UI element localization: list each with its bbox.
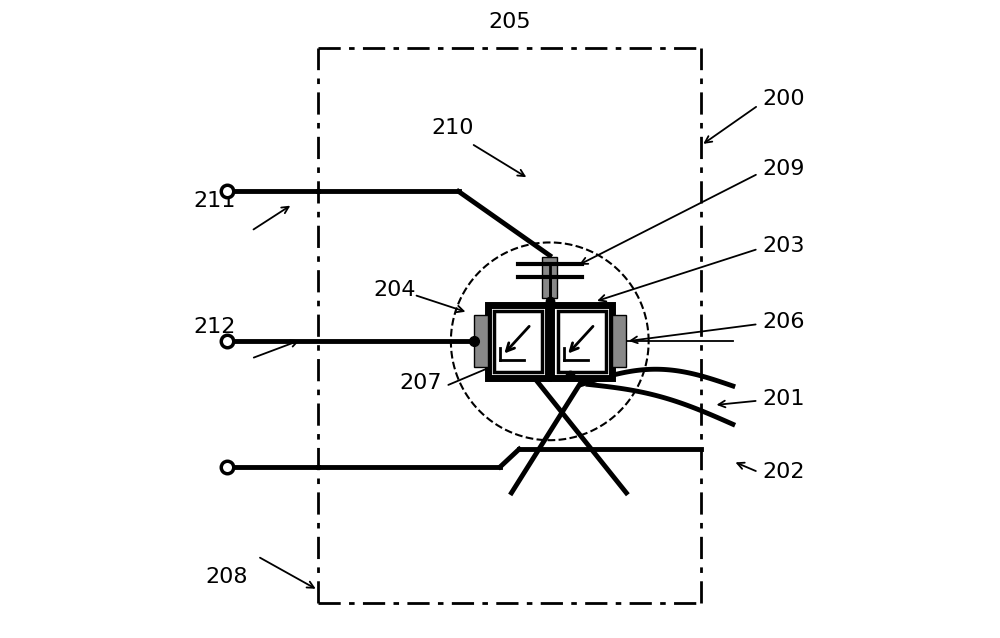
Text: 203: 203 [763,235,805,256]
Text: 207: 207 [399,373,442,393]
Bar [612,315,626,367]
Text: 204: 204 [373,280,416,300]
Bar [474,315,488,367]
Text: 205: 205 [488,12,531,33]
Text: 208: 208 [206,567,248,588]
Text: 202: 202 [763,462,805,482]
Text: 200: 200 [763,89,805,109]
Text: 211: 211 [193,191,235,211]
Bar [542,257,557,299]
Bar [494,311,542,371]
Text: 206: 206 [763,312,805,332]
Text: 209: 209 [763,159,805,179]
Text: 210: 210 [431,117,473,138]
Text: 212: 212 [193,316,235,337]
Text: 201: 201 [763,389,805,409]
Bar [551,305,612,378]
Bar [488,305,548,378]
Bar [558,311,606,371]
